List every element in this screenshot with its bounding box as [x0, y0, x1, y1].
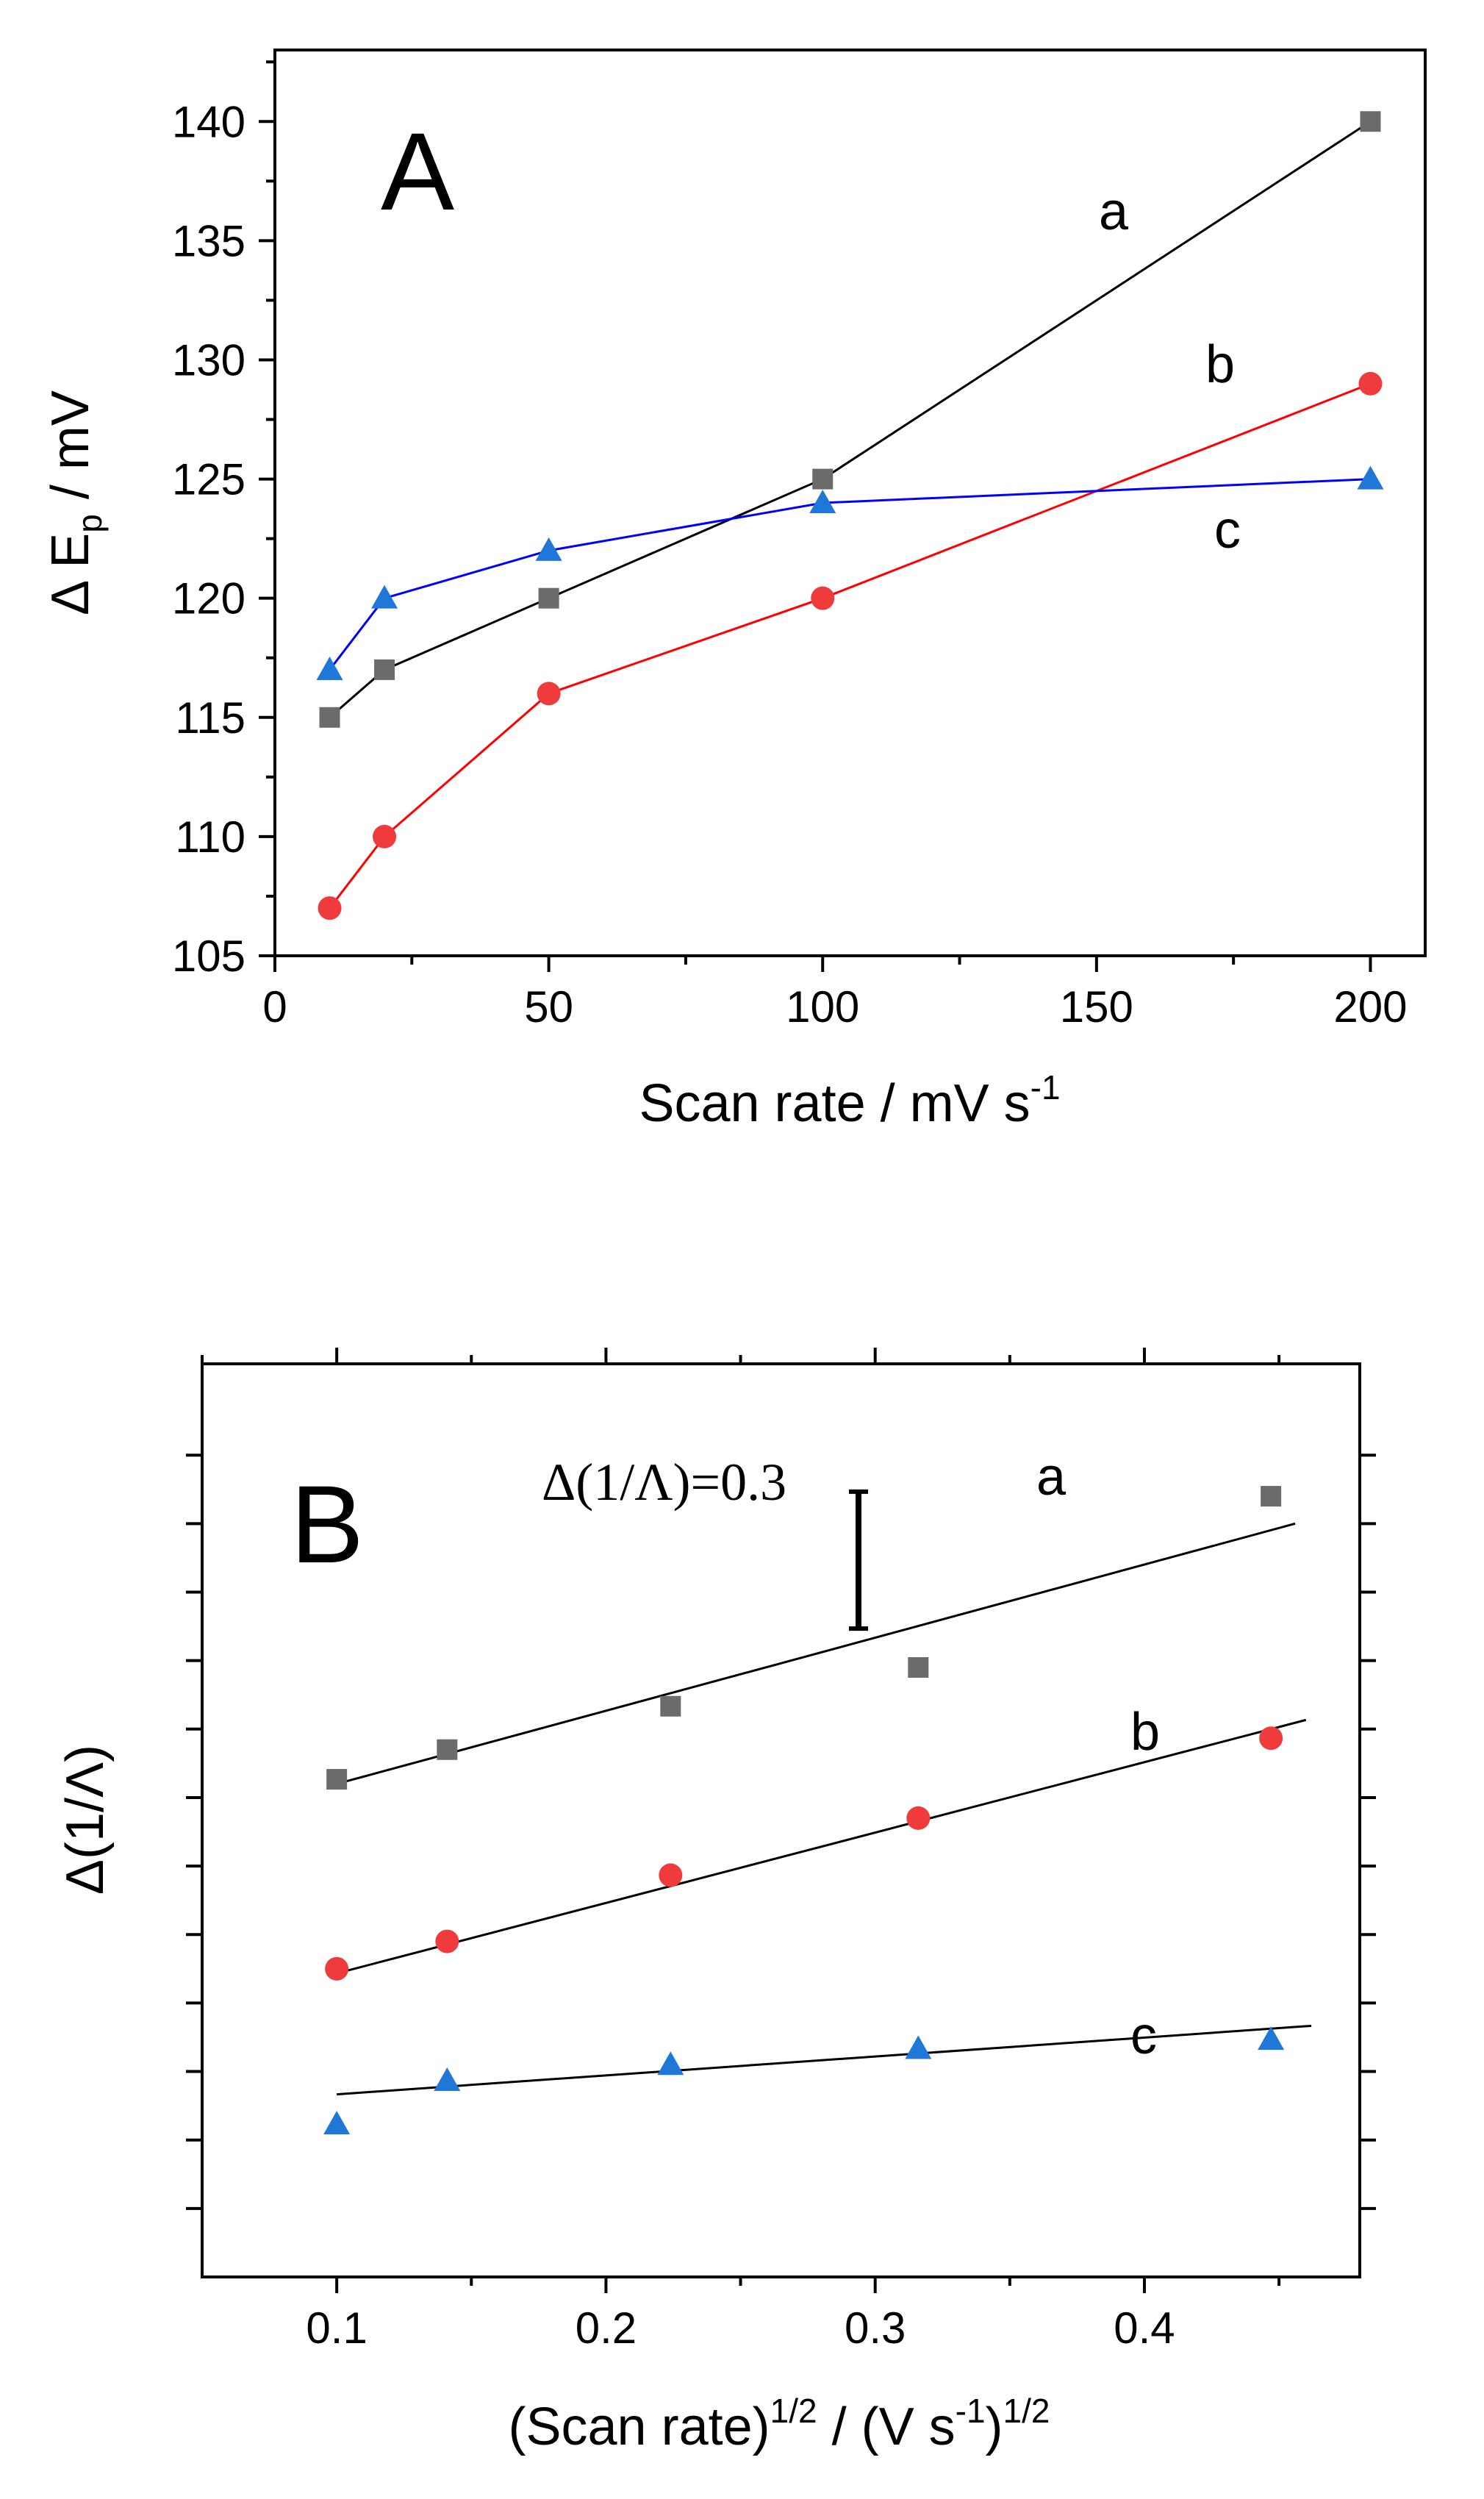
chart-panel-b: 0.1 0.2 0.3 0.4 B Δ(1/Λ)=0.3 a b c (Scan ra…	[56, 1348, 1376, 2456]
data-point-a-c	[316, 656, 343, 680]
data-point-b-c	[1258, 2026, 1285, 2051]
data-point-b-a	[660, 1695, 681, 1717]
y-tick-label-a: 130	[172, 335, 245, 385]
data-point-a-b	[811, 586, 835, 610]
data-point-a-a	[319, 707, 340, 728]
panel-label-b: B	[290, 1462, 364, 1586]
y-tick-label-a: 125	[172, 455, 245, 504]
x-tick-label-b: 0.3	[845, 2303, 906, 2353]
data-point-b-b	[1259, 1726, 1283, 1751]
series-label-a-c: c	[1214, 501, 1241, 559]
y-tick-label-a: 120	[172, 574, 245, 623]
fit-line-b-a	[336, 1522, 1296, 1785]
data-point-a-a	[538, 587, 559, 609]
x-tick-label-a: 200	[1333, 982, 1407, 1032]
data-point-b-c	[905, 2035, 932, 2059]
y-tick-label-a: 105	[172, 932, 245, 981]
x-tick-label-a: 0	[262, 982, 287, 1032]
data-point-b-c	[657, 2051, 684, 2076]
fit-line-b-c	[337, 2024, 1312, 2096]
data-point-b-a	[326, 1769, 348, 1790]
x-tick-label-a: 150	[1060, 982, 1133, 1032]
fit-line-b-b	[336, 1718, 1307, 1975]
y-tick-label-a: 140	[172, 97, 245, 146]
data-point-b-a	[437, 1739, 458, 1760]
x-tick-label-b: 0.4	[1114, 2303, 1175, 2353]
y-axis-label-a: Δ Ep / mV	[41, 390, 109, 615]
scale-bar-label: Δ(1/Λ)=0.3	[542, 1453, 786, 1512]
y-tick-label-a: 115	[175, 693, 245, 743]
data-point-a-c	[371, 584, 398, 609]
y-axis-label-b: Δ(1/Λ)	[56, 1745, 115, 1895]
x-tick-label-b: 0.1	[306, 2303, 367, 2353]
scale-bar	[849, 1489, 868, 1631]
data-point-b-b	[906, 1806, 931, 1830]
series-label-b-b: b	[1130, 1703, 1160, 1762]
data-point-a-a	[374, 659, 395, 680]
panel-label-a: A	[381, 110, 454, 233]
data-point-b-b	[435, 1929, 459, 1953]
plot-frame-b	[201, 1362, 1361, 2278]
series-label-a-a: a	[1099, 182, 1129, 241]
data-point-b-c	[434, 2067, 461, 2091]
series-label-a-b: b	[1205, 335, 1235, 394]
x-tick-label-b: 0.2	[576, 2303, 637, 2353]
data-point-a-b	[318, 896, 342, 920]
x-tick-label-a: 50	[524, 982, 573, 1032]
data-point-a-b	[537, 682, 561, 706]
data-point-b-b	[659, 1863, 683, 1887]
y-tick-label-a: 135	[172, 216, 245, 265]
data-point-a-b	[1358, 371, 1383, 396]
x-axis-label-b: (Scan rate)1/2 / (V s-1)1/2	[509, 2392, 1050, 2456]
x-axis-label-a: Scan rate / mV s-1	[639, 1068, 1060, 1133]
plot-frame-a	[273, 49, 1427, 957]
data-point-a-c	[809, 490, 836, 513]
x-tick-label-a: 100	[786, 982, 859, 1032]
series-label-b-c: c	[1130, 2006, 1157, 2065]
data-point-b-a	[1261, 1486, 1282, 1507]
data-point-b-b	[325, 1956, 349, 1981]
data-point-a-a	[812, 468, 834, 490]
y-tick-label-a: 110	[175, 812, 245, 862]
chart-panel-a: 0 50 100 150 200 105 110 115 120 125 130 135 140 A a…	[41, 49, 1427, 1133]
data-point-a-c	[535, 537, 562, 561]
series-line-a-a	[329, 121, 1372, 718]
data-point-b-a	[908, 1656, 929, 1678]
data-point-b-c	[323, 2110, 351, 2134]
data-point-a-b	[373, 824, 397, 848]
data-point-a-c	[1357, 465, 1384, 490]
data-point-a-a	[1360, 111, 1381, 132]
series-label-b-a: a	[1036, 1448, 1067, 1506]
